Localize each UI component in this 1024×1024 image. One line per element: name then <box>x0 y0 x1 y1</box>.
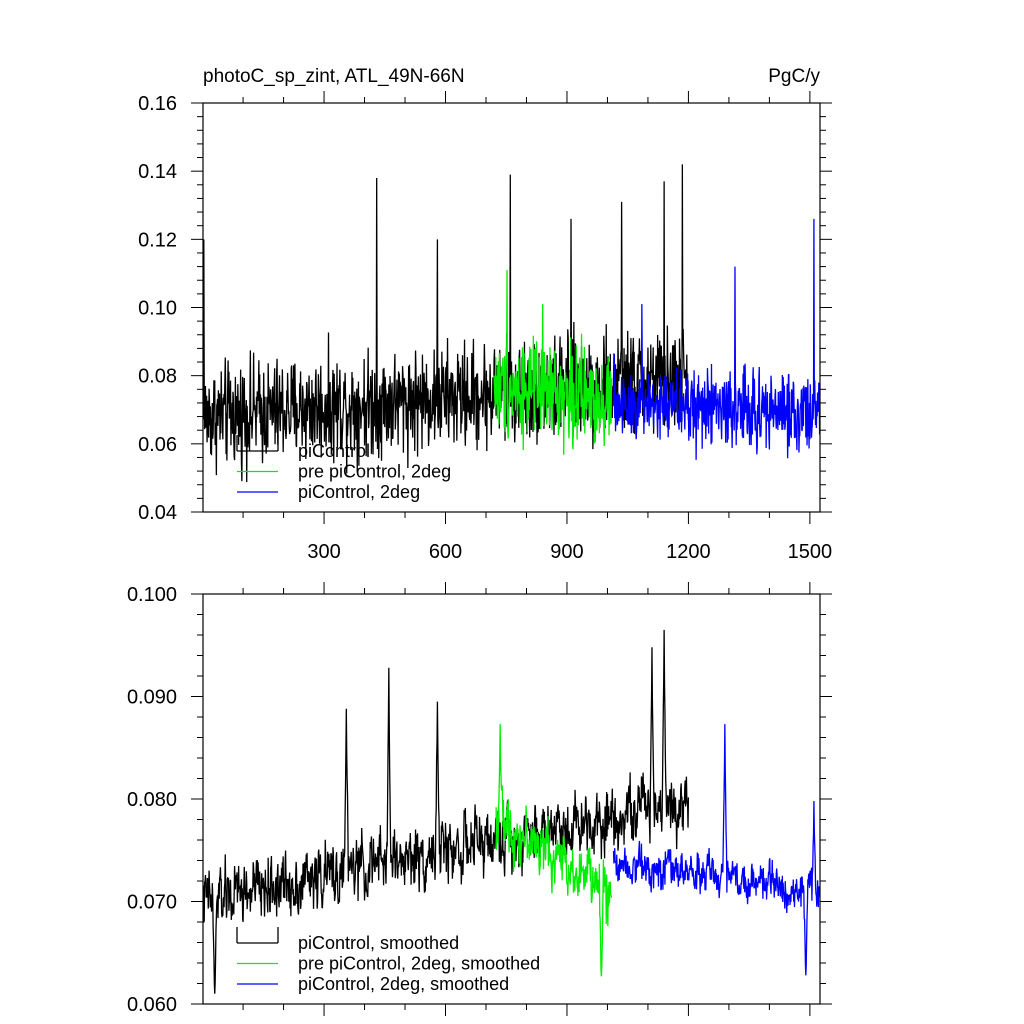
legend-label: piControl <box>298 441 370 461</box>
y-tick-label: 0.070 <box>127 892 177 914</box>
x-tick-label: 300 <box>307 541 340 563</box>
top-ticks: 300 600 900 1200 1500 0.04 0.06 0.08 0.10 0.12 0.1… <box>138 91 832 563</box>
y-tick-label: 0.12 <box>138 229 177 251</box>
top-title-left: photoC_sp_zint, ATL_49N-66N <box>203 66 465 87</box>
x-tick-label: 900 <box>550 541 583 563</box>
top-series-group <box>203 164 820 483</box>
bottom-ticks: 0.060 0.070 0.080 0.090 0.100 <box>127 582 832 1016</box>
legend-label: pre piControl, 2deg, smoothed <box>298 954 540 974</box>
top-panel: 300 600 900 1200 1500 0.04 0.06 0.08 0.10 0.12 0.1… <box>138 66 832 563</box>
bottom-plot-frame <box>202 593 821 1005</box>
series-line-bottom-2 <box>612 724 820 976</box>
top-title-right: PgC/y <box>768 66 820 87</box>
y-tick-label: 0.10 <box>138 298 177 320</box>
y-tick-label: 0.14 <box>138 161 177 183</box>
legend-label: piControl, 2deg <box>298 482 420 502</box>
x-tick-label: 1500 <box>788 541 833 563</box>
y-tick-label: 0.080 <box>127 789 177 811</box>
legend-label: pre piControl, 2deg <box>298 462 451 482</box>
series-line-top-0 <box>203 164 690 483</box>
series-line-bottom-0 <box>203 629 690 994</box>
series-line-top-1 <box>493 270 613 455</box>
series-line-bottom-1 <box>495 724 613 977</box>
x-tick-label: 600 <box>429 541 462 563</box>
y-tick-label: 0.100 <box>127 584 177 606</box>
y-tick-label: 0.06 <box>138 434 177 456</box>
y-tick-label: 0.08 <box>138 366 177 388</box>
y-tick-label: 0.060 <box>127 994 177 1016</box>
bottom-series-group <box>203 629 820 994</box>
legend-label: piControl, 2deg, smoothed <box>298 974 509 994</box>
top-plot-frame <box>202 102 821 513</box>
bottom-panel: 0.060 0.070 0.080 0.090 0.100 piControl, smo… <box>127 582 832 1016</box>
series-line-top-2 <box>612 218 820 460</box>
legend-label: piControl, smoothed <box>298 933 459 953</box>
y-tick-label: 0.090 <box>127 687 177 709</box>
y-tick-label: 0.16 <box>138 93 177 115</box>
y-tick-label: 0.04 <box>138 502 177 524</box>
x-tick-label: 1200 <box>666 541 711 563</box>
